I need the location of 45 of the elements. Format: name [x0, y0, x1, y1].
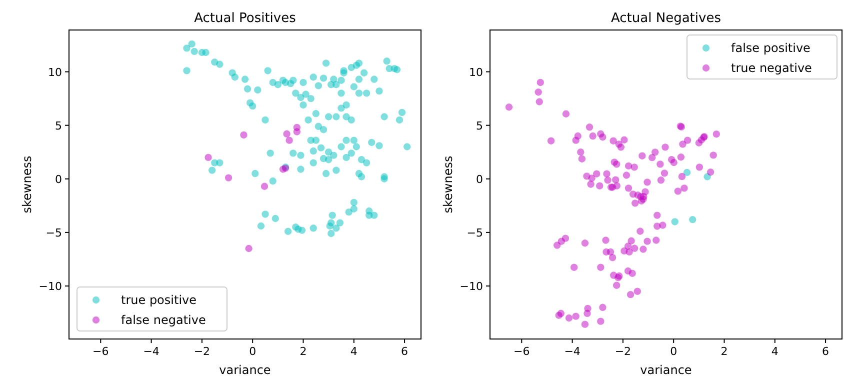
- legend-label: false negative: [121, 313, 206, 327]
- y-tick-label: −5: [46, 226, 62, 240]
- x-tick-label: −6: [92, 345, 109, 358]
- point: [688, 216, 696, 224]
- y-tick-label: 10: [48, 66, 62, 79]
- legend-label: true negative: [731, 61, 812, 75]
- x-tick-label: 2: [720, 345, 728, 358]
- y-tick-label: 0: [476, 172, 483, 186]
- legend-label: true positive: [121, 293, 197, 307]
- x-tick-label: −2: [194, 345, 210, 358]
- x-tick-label: 6: [822, 345, 830, 358]
- point: [683, 168, 691, 176]
- x-tick-label: 4: [350, 345, 358, 358]
- point: [245, 244, 252, 252]
- x-axis-title: variance: [219, 363, 271, 377]
- point: [671, 218, 678, 226]
- legend-label: false positive: [731, 41, 810, 55]
- x-tick-label: 4: [771, 345, 778, 358]
- x-tick-label: −4: [564, 345, 580, 358]
- x-tick-label: −6: [514, 345, 530, 358]
- x-tick-label: −2: [614, 345, 632, 358]
- point: [260, 182, 268, 190]
- y-tick-label: 0: [55, 172, 62, 186]
- point: [224, 174, 232, 182]
- y-tick-label: −10: [460, 280, 483, 293]
- x-tick-label: 0: [670, 345, 678, 358]
- y-tick-label: 10: [469, 66, 483, 79]
- x-tick-label: 2: [300, 345, 307, 358]
- point: [293, 128, 301, 136]
- x-axis-title: variance: [640, 363, 692, 377]
- y-tick-label: −10: [38, 280, 62, 293]
- point: [204, 154, 212, 162]
- y-tick-label: 5: [55, 119, 62, 132]
- x-tick-label: −4: [143, 345, 160, 358]
- x-tick-label: 6: [401, 345, 408, 358]
- y-axis-title: skewness: [20, 156, 34, 214]
- y-tick-label: −5: [466, 226, 483, 240]
- chart-title: Actual Negatives: [611, 11, 722, 26]
- x-tick-label: 0: [249, 345, 256, 358]
- point: [286, 136, 293, 144]
- point: [283, 130, 290, 138]
- y-axis-title: skewness: [441, 156, 455, 214]
- y-tick-label: 5: [476, 119, 483, 132]
- point: [240, 131, 248, 139]
- chart-title: Actual Positives: [194, 11, 296, 26]
